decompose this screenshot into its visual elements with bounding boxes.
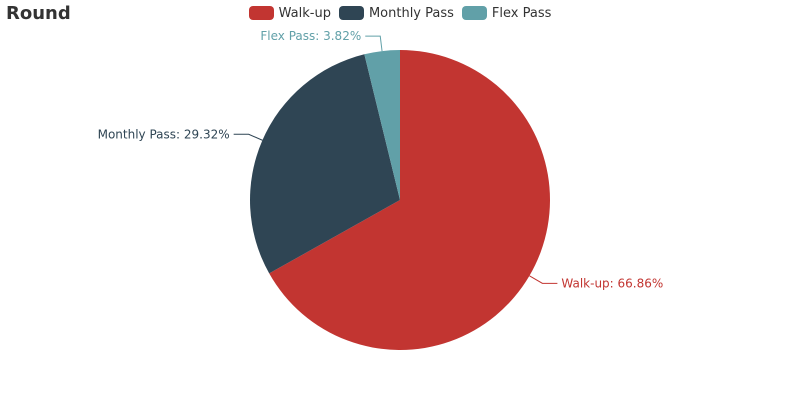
slice-label-monthly-pass: Monthly Pass: 29.32% xyxy=(98,127,230,141)
leader-lines xyxy=(233,35,558,284)
slice-label-walk-up: Walk-up: 66.86% xyxy=(561,276,663,290)
slice-labels: Walk-up: 66.86% Monthly Pass: 29.32% Flex … xyxy=(98,29,664,290)
legend: Walk-up Monthly Pass Flex Pass xyxy=(0,4,800,22)
legend-swatch-walk-up xyxy=(248,6,274,20)
legend-item-monthly-pass[interactable]: Monthly Pass xyxy=(338,4,454,22)
pie-slices xyxy=(250,50,551,350)
legend-label-monthly-pass: Monthly Pass xyxy=(368,5,454,21)
legend-label-flex-pass: Flex Pass xyxy=(491,5,552,21)
slice-label-flex-pass: Flex Pass: 3.82% xyxy=(260,29,361,43)
legend-item-walk-up[interactable]: Walk-up xyxy=(248,4,331,22)
legend-swatch-monthly-pass xyxy=(338,6,364,20)
leader-line-monthly-pass xyxy=(233,133,263,141)
legend-label-walk-up: Walk-up xyxy=(278,5,331,21)
legend-item-flex-pass[interactable]: Flex Pass xyxy=(461,4,552,22)
leader-line-walk-up xyxy=(529,275,558,284)
leader-line-flex-pass xyxy=(365,35,383,52)
chart-title: Round xyxy=(6,3,71,24)
pie-slice-walk-up[interactable] xyxy=(269,50,551,350)
pie-slice-monthly-pass[interactable] xyxy=(250,54,400,274)
pie-slice-flex-pass[interactable] xyxy=(364,50,400,200)
legend-swatch-flex-pass xyxy=(461,6,487,20)
